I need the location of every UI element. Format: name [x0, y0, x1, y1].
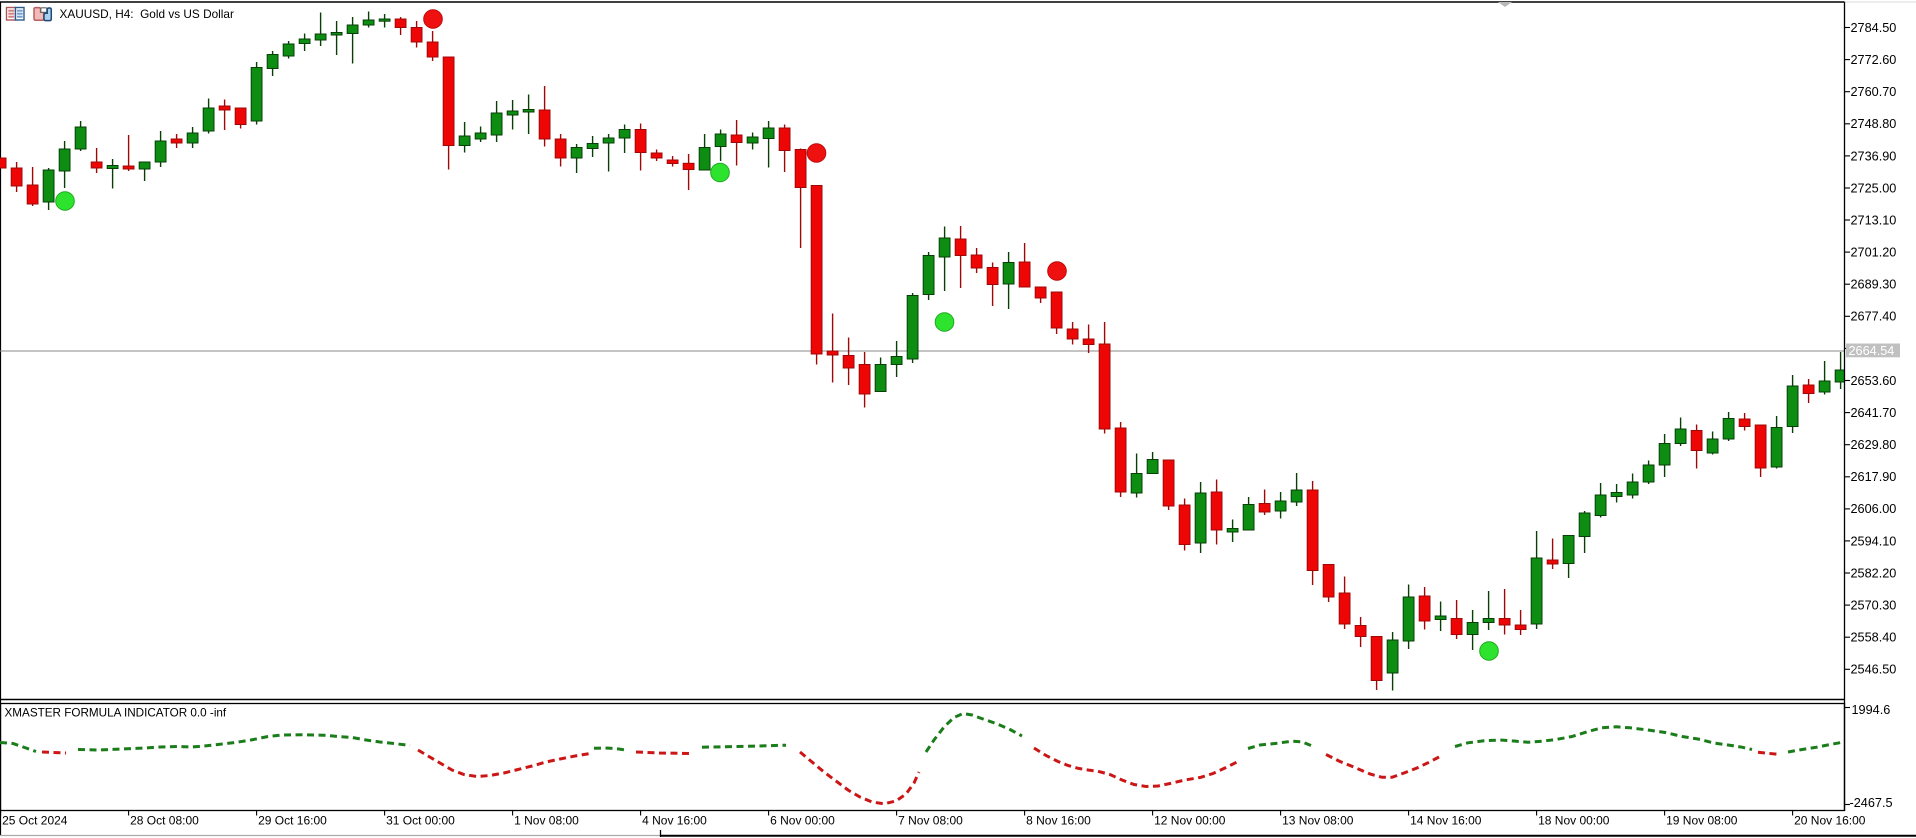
svg-text:31 Oct 00:00: 31 Oct 00:00 — [386, 814, 455, 828]
svg-text:XAUUSD, H4: Gold vs US Dollar: XAUUSD, H4: Gold vs US Dollar — [60, 7, 234, 21]
svg-text:2664.54: 2664.54 — [1849, 344, 1895, 358]
svg-text:14 Nov 16:00: 14 Nov 16:00 — [1410, 814, 1482, 828]
svg-text:2546.50: 2546.50 — [1851, 663, 1897, 677]
svg-text:29 Oct 16:00: 29 Oct 16:00 — [258, 814, 327, 828]
svg-text:2713.10: 2713.10 — [1851, 213, 1897, 227]
svg-text:2570.30: 2570.30 — [1851, 599, 1897, 613]
svg-text:2677.40: 2677.40 — [1851, 310, 1897, 324]
svg-text:4 Nov 16:00: 4 Nov 16:00 — [642, 814, 707, 828]
svg-text:2725.00: 2725.00 — [1851, 181, 1897, 195]
svg-text:2784.50: 2784.50 — [1851, 21, 1897, 35]
svg-text:2558.40: 2558.40 — [1851, 631, 1897, 645]
svg-text:2701.20: 2701.20 — [1851, 246, 1897, 260]
svg-text:2629.80: 2629.80 — [1851, 438, 1897, 452]
svg-text:8 Nov 16:00: 8 Nov 16:00 — [1026, 814, 1091, 828]
svg-text:2653.60: 2653.60 — [1851, 374, 1897, 388]
svg-text:20 Nov 16:00: 20 Nov 16:00 — [1794, 814, 1866, 828]
svg-text:2582.20: 2582.20 — [1851, 566, 1897, 580]
svg-text:2772.60: 2772.60 — [1851, 53, 1897, 67]
svg-text:2594.10: 2594.10 — [1851, 534, 1897, 548]
svg-text:2617.90: 2617.90 — [1851, 470, 1897, 484]
svg-text:2641.70: 2641.70 — [1851, 406, 1897, 420]
svg-text:19 Nov 08:00: 19 Nov 08:00 — [1666, 814, 1738, 828]
svg-text:XMASTER FORMULA INDICATOR 0.0: XMASTER FORMULA INDICATOR 0.0 -inf — [5, 707, 227, 720]
svg-text:2736.90: 2736.90 — [1851, 149, 1897, 163]
svg-text:1994.6: 1994.6 — [1852, 703, 1891, 717]
svg-text:13 Nov 08:00: 13 Nov 08:00 — [1282, 814, 1354, 828]
svg-text:2748.80: 2748.80 — [1851, 117, 1897, 131]
svg-text:7 Nov 08:00: 7 Nov 08:00 — [898, 814, 963, 828]
svg-text:-2467.5: -2467.5 — [1850, 796, 1893, 810]
svg-text:18 Nov 00:00: 18 Nov 00:00 — [1538, 814, 1610, 828]
svg-text:12 Nov 00:00: 12 Nov 00:00 — [1154, 814, 1226, 828]
svg-text:25 Oct 2024: 25 Oct 2024 — [2, 814, 68, 828]
svg-text:2760.70: 2760.70 — [1851, 85, 1897, 99]
svg-text:2689.30: 2689.30 — [1851, 278, 1897, 292]
svg-text:28 Oct 08:00: 28 Oct 08:00 — [130, 814, 199, 828]
svg-text:1 Nov 08:00: 1 Nov 08:00 — [514, 814, 579, 828]
svg-text:6 Nov 00:00: 6 Nov 00:00 — [770, 814, 835, 828]
svg-text:2606.00: 2606.00 — [1851, 502, 1897, 516]
